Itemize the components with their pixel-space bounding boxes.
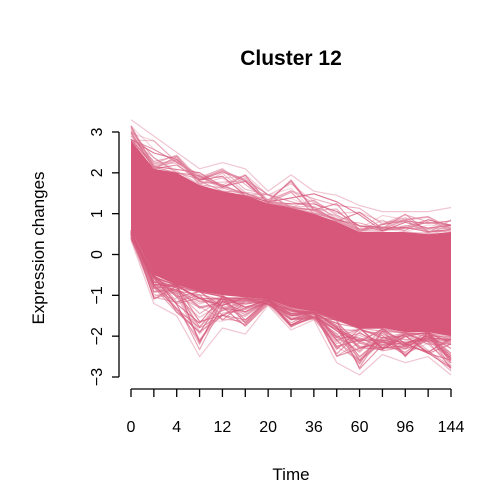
series-density-core (131, 140, 451, 337)
series-line (130, 238, 452, 359)
series-line-lower-envelope (130, 239, 452, 376)
y-tick-label: 1 (89, 209, 106, 218)
x-tick-label: 36 (305, 419, 323, 436)
x-tick-label: 60 (351, 419, 369, 436)
series-line (130, 235, 452, 360)
y-tick-label: −2 (89, 327, 106, 345)
series-line (130, 132, 452, 233)
x-axis-label: Time (272, 465, 309, 484)
y-axis-label: Expression changes (29, 171, 48, 324)
series-line-upper-envelope (130, 119, 452, 213)
x-tick-label: 4 (172, 419, 181, 436)
chart-title: Cluster 12 (240, 47, 342, 70)
series-line (130, 229, 452, 359)
series-line (130, 236, 452, 369)
series-line (130, 126, 452, 232)
x-tick-label: 96 (396, 419, 414, 436)
x-tick-label: 144 (438, 419, 465, 436)
x-tick-label: 20 (259, 419, 277, 436)
x-axis: 0 4 12 20 36 60 96 144 (127, 388, 465, 436)
series-line (130, 125, 452, 232)
y-axis: −3 −2 −1 0 1 2 3 (89, 127, 120, 386)
x-tick-label: 0 (127, 419, 136, 436)
x-tick-label: 12 (214, 419, 232, 436)
y-tick-label: 3 (89, 127, 106, 136)
series-lines (130, 119, 452, 376)
y-tick-label: −3 (89, 368, 106, 386)
y-tick-label: 0 (89, 250, 106, 259)
y-tick-label: 2 (89, 168, 106, 177)
series-line (130, 232, 452, 356)
y-tick-label: −1 (89, 286, 106, 304)
